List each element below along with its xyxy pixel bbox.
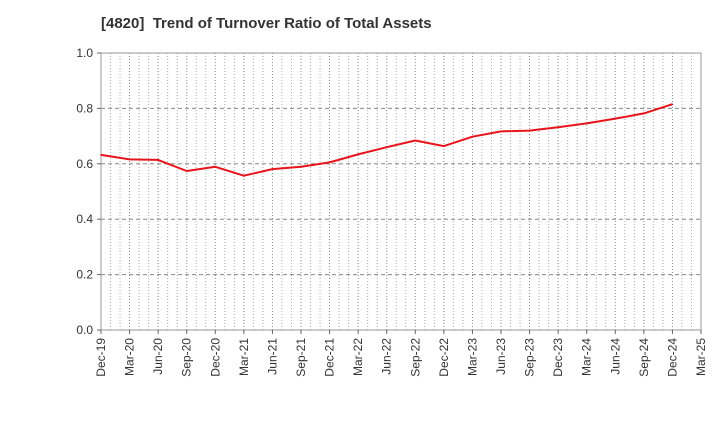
x-tick-label: Jun-22 xyxy=(380,338,394,375)
data-point xyxy=(157,159,159,161)
x-tick-label: Dec-19 xyxy=(94,338,108,377)
x-tick-label: Mar-20 xyxy=(123,338,137,376)
data-point xyxy=(471,135,474,138)
x-tick-label: Sep-24 xyxy=(637,338,651,377)
x-tick-label: Jun-20 xyxy=(151,338,165,375)
x-tick-label: Dec-23 xyxy=(551,338,565,377)
y-tick-label: 0.8 xyxy=(76,101,93,115)
y-tick-label: 0.4 xyxy=(76,212,93,226)
data-point xyxy=(300,166,302,168)
series-layer xyxy=(100,103,674,177)
x-tick-label: Mar-25 xyxy=(694,338,708,376)
data-point xyxy=(671,103,674,106)
x-tick-label: Jun-24 xyxy=(608,338,622,375)
y-tick-label: 1.0 xyxy=(76,46,93,60)
data-point xyxy=(328,161,331,164)
data-point xyxy=(214,166,217,168)
x-tick-label: Sep-20 xyxy=(180,338,194,377)
grid-lines xyxy=(101,53,701,330)
x-tick-label: Jun-21 xyxy=(265,338,279,375)
x-tick-label: Sep-21 xyxy=(294,338,308,377)
data-point xyxy=(500,130,502,133)
data-point xyxy=(100,154,102,156)
data-point xyxy=(614,117,617,120)
y-tick-label: 0.0 xyxy=(76,323,93,337)
y-tick-label: 0.6 xyxy=(76,157,93,171)
chart-title: [4820] Trend of Turnover Ratio of Total … xyxy=(101,15,432,32)
x-tick-label: Mar-23 xyxy=(465,338,479,376)
data-point xyxy=(557,126,559,129)
data-point xyxy=(643,112,645,115)
data-point xyxy=(585,122,588,125)
data-point xyxy=(414,139,417,142)
x-tick-label: Jun-23 xyxy=(494,338,508,375)
x-tick-label: Mar-24 xyxy=(580,338,594,376)
x-tick-label: Dec-24 xyxy=(665,338,679,377)
data-point xyxy=(128,158,131,161)
x-tick-label: Dec-20 xyxy=(208,338,222,377)
data-point xyxy=(243,174,245,177)
plot-area-border xyxy=(100,52,702,331)
axes: 0.0 0.2 0.4 0.6 0.8 1.0 Dec-19 Mar-20 Jun-20 Sep-… xyxy=(76,46,708,377)
data-point xyxy=(357,153,359,156)
x-tick-label: Mar-22 xyxy=(351,338,365,376)
data-point xyxy=(528,129,531,132)
x-tick-label: Dec-22 xyxy=(437,338,451,377)
x-tick-label: Sep-22 xyxy=(408,338,422,377)
x-tick-label: Sep-23 xyxy=(523,338,537,377)
data-point xyxy=(443,145,445,147)
data-point xyxy=(185,170,188,172)
data-point xyxy=(271,168,274,170)
data-point xyxy=(385,146,388,148)
x-tick-label: Mar-21 xyxy=(237,338,251,376)
y-tick-label: 0.2 xyxy=(76,268,93,282)
x-tick-label: Dec-21 xyxy=(323,338,337,377)
